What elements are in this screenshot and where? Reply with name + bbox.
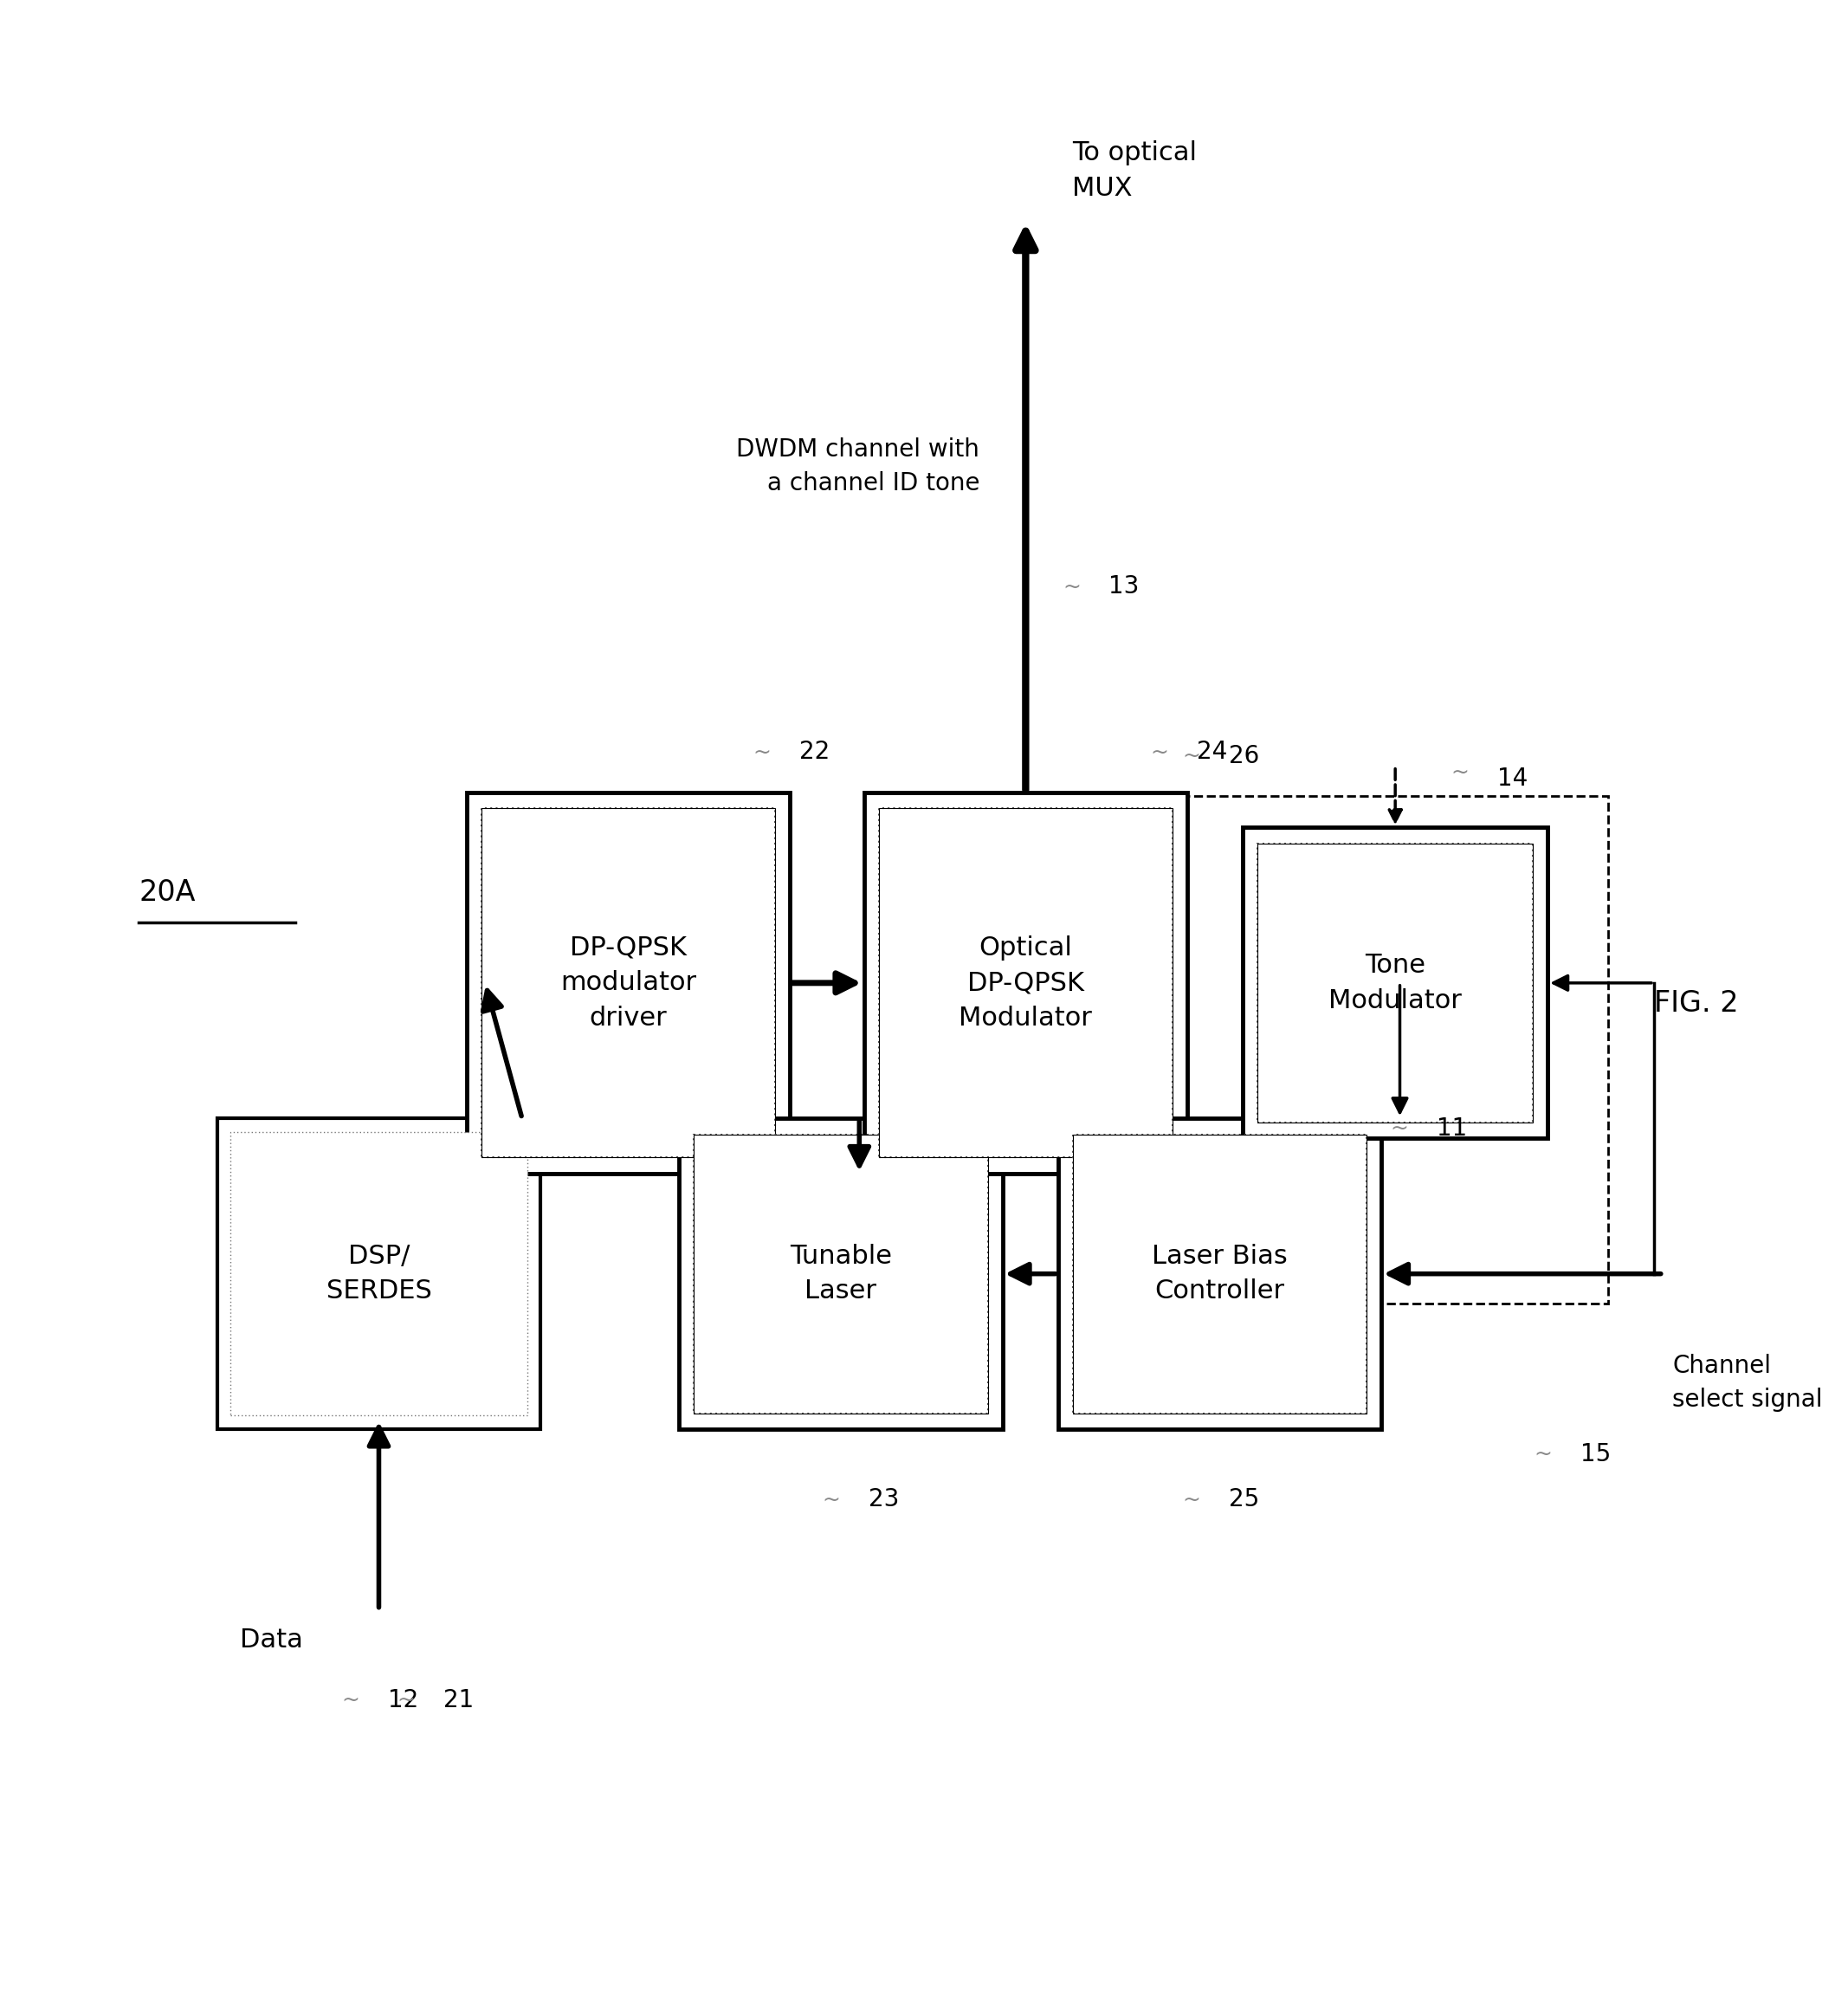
Bar [229,1131,529,1416]
Text: ~: ~ [1183,746,1201,766]
Text: ~: ~ [397,1689,416,1711]
Bar [218,1119,540,1430]
Text: ~: ~ [1451,762,1469,782]
Bar [680,1119,1002,1430]
Text: Laser Bias
Controller: Laser Bias Controller [1151,1244,1288,1304]
Text: Data: Data [240,1627,303,1653]
Text: DSP/
SERDES: DSP/ SERDES [325,1244,432,1304]
Text: ~: ~ [1183,1488,1201,1511]
Text: 13: 13 [1109,574,1140,600]
Text: Channel
select signal: Channel select signal [1672,1354,1822,1412]
Text: 11: 11 [1438,1115,1467,1141]
Text: ~: ~ [754,742,771,762]
Text: FIG. 2: FIG. 2 [1654,989,1739,1017]
Text: 24: 24 [1198,740,1227,764]
Text: ~: ~ [822,1488,841,1511]
Text: To optical
MUX: To optical MUX [1072,140,1196,201]
Text: 25: 25 [1229,1486,1260,1513]
Bar [695,1135,989,1414]
Bar [1242,826,1549,1139]
Bar [865,792,1188,1174]
Text: Tunable
Laser: Tunable Laser [789,1244,893,1304]
Bar [1072,1135,1368,1414]
Text: 21: 21 [444,1687,475,1713]
Text: ~: ~ [342,1689,360,1711]
Text: 14: 14 [1497,766,1528,790]
Text: ~: ~ [1149,742,1168,762]
Text: Optical
DP-QPSK
Modulator: Optical DP-QPSK Modulator [959,935,1092,1031]
Text: 12: 12 [388,1687,419,1713]
Bar [1072,1135,1368,1414]
Text: ~: ~ [1392,1117,1408,1139]
Bar [880,808,1173,1157]
Text: Tone
Modulator: Tone Modulator [1329,953,1462,1013]
Bar [468,792,791,1174]
Bar [880,808,1173,1157]
Text: 15: 15 [1580,1442,1611,1466]
Bar [1068,796,1608,1304]
Text: 22: 22 [800,740,830,764]
Bar [1257,843,1534,1123]
Text: DWDM channel with
a channel ID tone: DWDM channel with a channel ID tone [736,437,979,495]
Text: 23: 23 [869,1486,900,1513]
Text: ~: ~ [1534,1444,1552,1464]
Text: ~: ~ [1063,576,1081,598]
Bar [1057,1119,1382,1430]
Text: DP-QPSK
modulator
driver: DP-QPSK modulator driver [560,935,697,1031]
Text: 26: 26 [1229,744,1260,768]
Bar [1257,843,1534,1123]
Bar [482,808,776,1157]
Text: 20A: 20A [139,879,196,907]
Bar [695,1135,989,1414]
Bar [482,808,776,1157]
